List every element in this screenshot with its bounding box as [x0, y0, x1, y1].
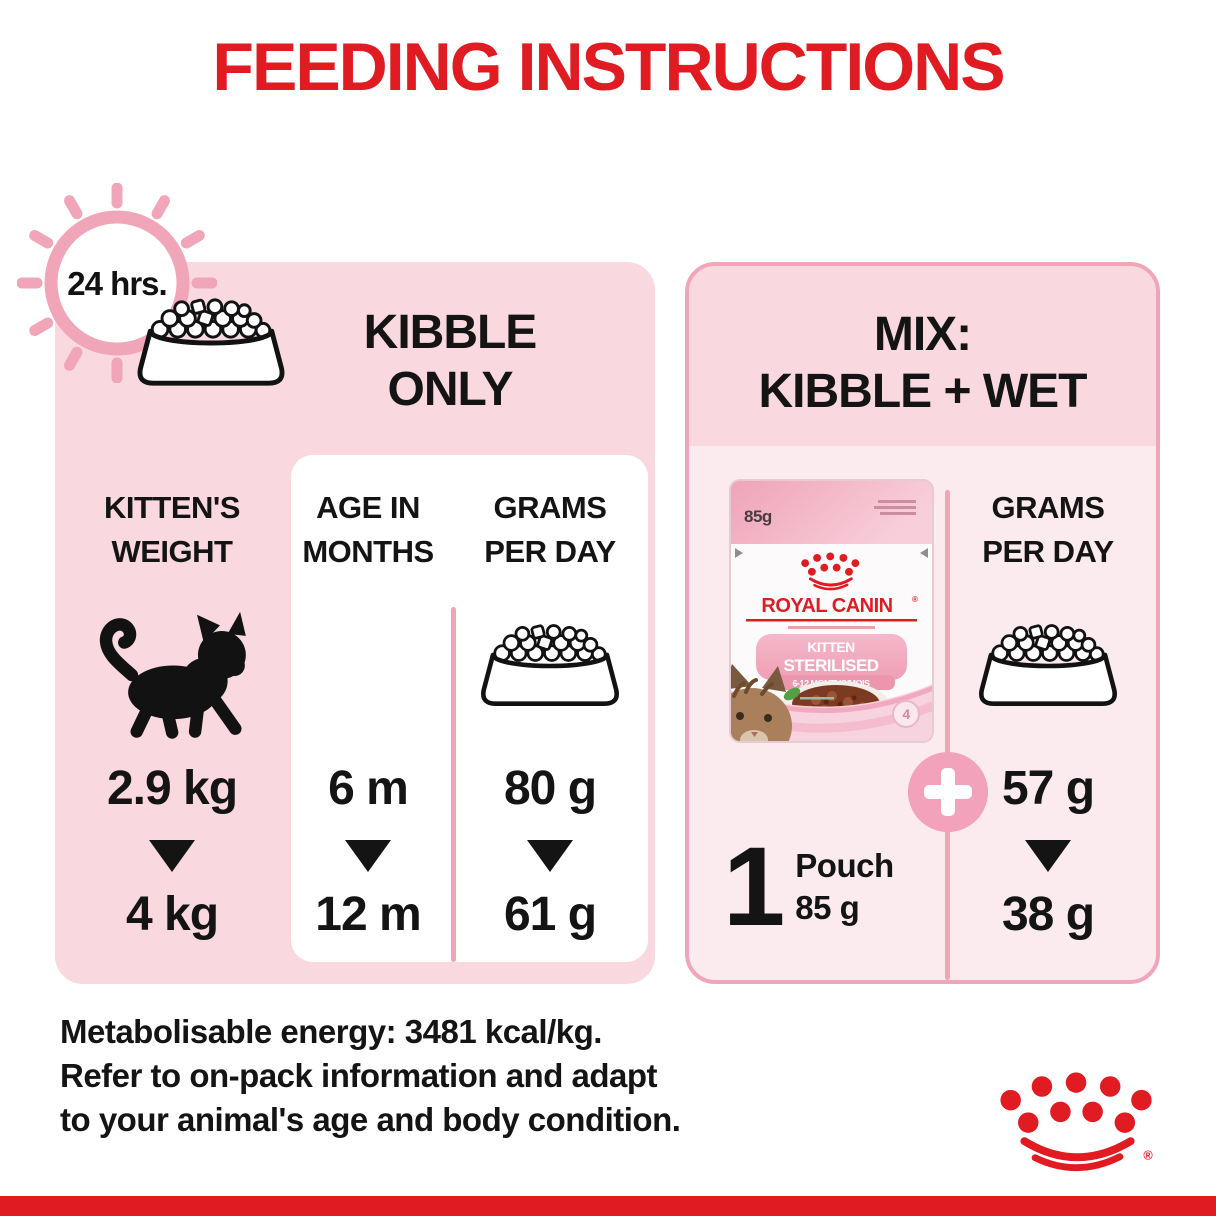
pouch-weight-label: 85g: [744, 507, 772, 526]
pouch-weight-label: 85 g: [795, 889, 860, 926]
column-header-grams-per-day: GRAMS PER DAY: [982, 490, 1114, 569]
leaf-icon: [783, 687, 801, 701]
down-arrow-icon: [1025, 840, 1071, 872]
weight-to-value: 4 kg: [125, 888, 219, 941]
mix-panel-title: MIX: KIBBLE + WET: [689, 306, 1156, 420]
pouch-product-line1: KITTEN: [807, 639, 855, 655]
grams-from-value: 80 g: [503, 762, 597, 815]
kibble-title-line1: KIBBLE: [363, 306, 538, 359]
page-title: FEEDING INSTRUCTIONS: [212, 29, 1005, 105]
footer-line1: Metabolisable energy: 3481 kcal/kg.: [60, 1013, 602, 1050]
clock-icon: 24 hrs.: [17, 183, 217, 383]
grams-to-value: 61 g: [503, 888, 597, 941]
weight-range-arrow: [82, 840, 262, 872]
down-arrow-icon: [149, 840, 195, 872]
footer-line2: Refer to on-pack information and adapt: [60, 1057, 658, 1094]
pouch-brand-name: ROYAL CANIN: [761, 595, 892, 617]
logo-registered-mark: ®: [1143, 1149, 1153, 1163]
column-header-age-in-months: AGE IN MONTHS: [302, 490, 434, 569]
royal-canin-crown-logo: ®: [995, 1066, 1161, 1186]
wet-food-pouch-image: 85g ROYAL CANIN ® KITTEN STERILISED 6-12…: [729, 479, 934, 743]
mix-grams-to-value: 38 g: [1001, 888, 1095, 941]
mix-panel-header: [689, 266, 1156, 446]
pouch-product-line2: STERILISED: [783, 656, 878, 675]
age-from-value: 6 m: [328, 762, 409, 815]
pouch-badge-circle: [892, 700, 920, 728]
grams-range-arrow: [460, 840, 640, 872]
kibble-panel-title: KIBBLE ONLY: [265, 304, 635, 418]
mix-grams-from-value: 57 g: [1001, 762, 1095, 815]
pouch-badge-number: 4: [902, 706, 910, 722]
kibble-bowl-icon: [468, 620, 632, 712]
column-header-kittens-weight: KITTEN'S WEIGHT: [104, 490, 240, 569]
kitten-silhouette-icon: [88, 610, 262, 744]
kibble-bowl-icon: [130, 294, 292, 392]
footer-line3: to your animal's age and body condition.: [60, 1101, 681, 1138]
plus-icon: [908, 752, 988, 832]
kibble-title-line2: ONLY: [387, 363, 514, 416]
kibble-bowl-icon: [966, 620, 1130, 712]
age-to-value: 12 m: [315, 888, 421, 941]
age-range-arrow: [278, 840, 458, 872]
mix-grams-range-arrow: [958, 840, 1138, 872]
down-arrow-icon: [527, 840, 573, 872]
mix-title-line1: MIX:: [873, 308, 972, 361]
pouch-kitten-photo: [730, 664, 792, 742]
pouch-fine-print: [874, 500, 916, 515]
pouch-quantity: 1 Pouch 85 g: [723, 822, 894, 952]
pouch-qty-labels: Pouch 85 g: [795, 845, 894, 929]
kibble-only-panel: KIBBLE ONLY KITTEN'S WEIGHT AGE IN MONTH…: [55, 262, 655, 984]
bottom-red-bar: [0, 1196, 1216, 1216]
pouch-registered-mark: ®: [912, 595, 918, 604]
pouch-count: 1: [723, 824, 785, 949]
mix-kibble-wet-panel: MIX: KIBBLE + WET 85g ROYAL CANIN ®: [685, 262, 1160, 984]
mix-title-line2: KIBBLE + WET: [758, 365, 1087, 418]
weight-from-value: 2.9 kg: [106, 762, 238, 815]
clock-label: 24 hrs.: [67, 265, 166, 302]
column-divider: [945, 490, 950, 980]
footer-note: Metabolisable energy: 3481 kcal/kg. Refe…: [60, 1010, 681, 1142]
down-arrow-icon: [345, 840, 391, 872]
pouch-unit-label: Pouch: [795, 847, 894, 884]
kibble-table-background: [291, 455, 648, 962]
pouch-product-banner: [756, 634, 907, 680]
column-divider: [451, 607, 456, 962]
column-header-grams-per-day: GRAMS PER DAY: [484, 490, 616, 569]
